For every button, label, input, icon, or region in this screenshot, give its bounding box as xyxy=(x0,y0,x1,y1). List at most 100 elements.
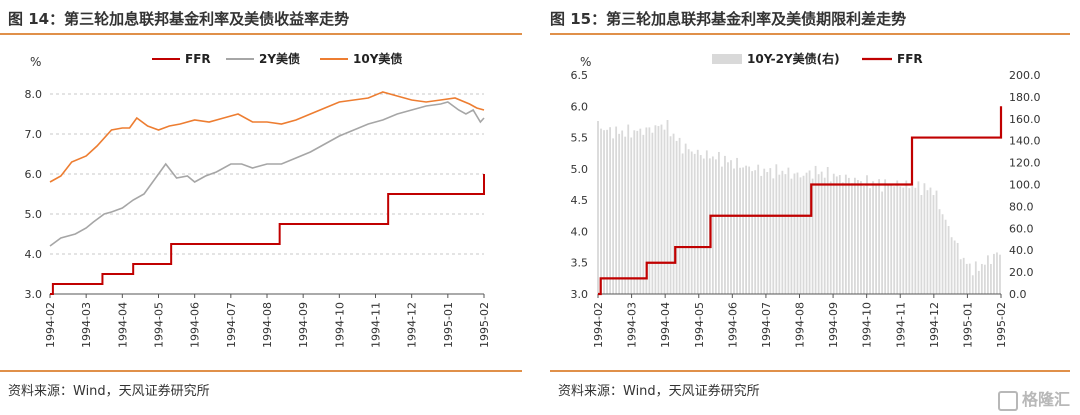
spread-bar xyxy=(684,143,687,294)
spread-bar xyxy=(983,264,986,294)
x-tick-label: 1994-03 xyxy=(626,302,639,348)
spread-bar xyxy=(956,242,959,294)
legend-label-spread: 10Y-2Y美债(右) xyxy=(747,51,840,66)
spread-bar xyxy=(657,126,660,294)
spread-bar xyxy=(965,263,968,294)
y2-tick-label: 140.0 xyxy=(1009,135,1041,148)
spread-bar xyxy=(636,130,639,294)
legend-label-ffr: FFR xyxy=(185,52,211,66)
x-tick-label: 1994-08 xyxy=(261,302,274,348)
y-tick-label: 3.5 xyxy=(571,257,589,270)
spread-bar xyxy=(902,187,905,294)
spread-bar xyxy=(847,177,850,294)
spread-bar xyxy=(763,168,766,294)
figure-14-bottom-rule xyxy=(0,370,522,372)
x-tick-label: 1994-04 xyxy=(116,302,129,348)
y-tick-label: 6.5 xyxy=(571,69,589,82)
spread-bar xyxy=(808,170,811,294)
spread-bar xyxy=(754,170,757,294)
y-tick-label: 6.0 xyxy=(571,100,589,113)
y2-tick-label: 100.0 xyxy=(1009,179,1041,192)
x-tick-label: 1994-05 xyxy=(153,302,166,348)
figure-14-panel: 图 14：第三轮加息联邦基金利率及美债收益率走势 % 3.0 4.0 5.0 6.0 7.… xyxy=(0,10,522,399)
spread-bar xyxy=(987,255,989,294)
spread-bar xyxy=(841,182,844,294)
spread-bar xyxy=(766,172,769,294)
spread-bar xyxy=(935,190,938,294)
spread-bar xyxy=(993,253,995,294)
spread-bar xyxy=(938,209,941,294)
y-tick-label: 3.0 xyxy=(571,288,589,301)
y-tick-label: 5.0 xyxy=(571,163,589,176)
figure-15-panel: 图 15：第三轮加息联邦基金利率及美债期限利差走势 % 3.0 3.5 4.0 4.5 5… xyxy=(540,0,1080,415)
spread-bar xyxy=(600,128,602,294)
y-tick-label: 5.0 xyxy=(25,208,43,221)
spread-bars xyxy=(597,120,1001,295)
spread-bar xyxy=(896,180,899,294)
spread-bar xyxy=(881,191,884,294)
spread-bar xyxy=(863,186,865,294)
spread-bar xyxy=(775,164,778,294)
y2-tick-label: 120.0 xyxy=(1009,157,1041,170)
spread-bar xyxy=(947,226,950,294)
spread-bar xyxy=(624,136,627,294)
spread-bar xyxy=(678,137,681,294)
figure-14-chart: % 3.0 4.0 5.0 6.0 7.0 8.0 1994-02 1994-03 1994-04… xyxy=(25,51,492,348)
y-tick-label: 6.0 xyxy=(25,168,43,181)
y-tick-label: 4.5 xyxy=(571,194,589,207)
y-tick-label: 8.0 xyxy=(25,88,43,101)
spread-bar xyxy=(603,130,605,294)
figure-15-bottom-rule xyxy=(550,370,1070,372)
x-tick-label: 1994-02 xyxy=(44,302,57,348)
spread-bar xyxy=(917,181,920,294)
x-tick-label: 1994-11 xyxy=(370,302,383,348)
spread-bar xyxy=(911,186,914,294)
figure-15-source: 资料来源：Wind，天风证券研究所 xyxy=(558,384,760,399)
spread-bar xyxy=(844,174,847,294)
x-tick-label: 1994-07 xyxy=(225,302,238,348)
spread-bar xyxy=(681,153,684,294)
spread-bar xyxy=(875,185,877,294)
spread-bar xyxy=(721,166,723,294)
spread-bar xyxy=(618,133,621,294)
spread-bar xyxy=(705,150,708,294)
y2-tick-label: 20.0 xyxy=(1009,266,1034,279)
watermark-logo: 格隆汇 xyxy=(997,386,1070,411)
spread-bar xyxy=(666,120,669,294)
figure-14-title: 图 14：第三轮加息联邦基金利率及美债收益率走势 xyxy=(8,10,350,28)
x-tick-label: 1994-06 xyxy=(189,302,202,348)
spread-bar xyxy=(742,167,744,294)
spread-bar xyxy=(654,125,657,295)
spread-bar xyxy=(597,120,599,295)
spread-bar xyxy=(727,162,729,294)
x-tick-label: 1994-08 xyxy=(794,302,807,348)
spread-bar xyxy=(999,254,1001,294)
spread-bar xyxy=(959,259,962,294)
spread-bar xyxy=(890,185,893,294)
spread-bar xyxy=(908,188,911,294)
spread-bar xyxy=(923,183,926,294)
spread-bar xyxy=(869,188,871,294)
spread-bar xyxy=(854,177,856,294)
spread-bar xyxy=(663,129,666,294)
series-line-y10 xyxy=(49,91,485,183)
spread-bar xyxy=(718,151,720,294)
spread-bar xyxy=(962,257,965,294)
legend-label-ffr: FFR xyxy=(897,52,923,66)
spread-bar xyxy=(757,164,760,294)
spread-bar xyxy=(733,168,735,294)
spread-bar xyxy=(820,171,823,294)
x-tick-label: 1994-10 xyxy=(861,302,874,348)
x-tick-label: 1994-12 xyxy=(406,302,419,348)
y-axis-unit-label: % xyxy=(30,55,41,69)
spread-bar xyxy=(793,173,796,294)
spread-bar xyxy=(724,155,726,294)
spread-bar xyxy=(675,140,678,294)
spread-bar xyxy=(769,168,772,294)
spread-bar xyxy=(615,126,618,294)
y2-tick-label: 60.0 xyxy=(1009,222,1034,235)
spread-bar xyxy=(980,263,983,294)
spread-bar xyxy=(630,137,633,294)
spread-bar xyxy=(711,156,714,294)
spread-bar xyxy=(781,170,784,294)
